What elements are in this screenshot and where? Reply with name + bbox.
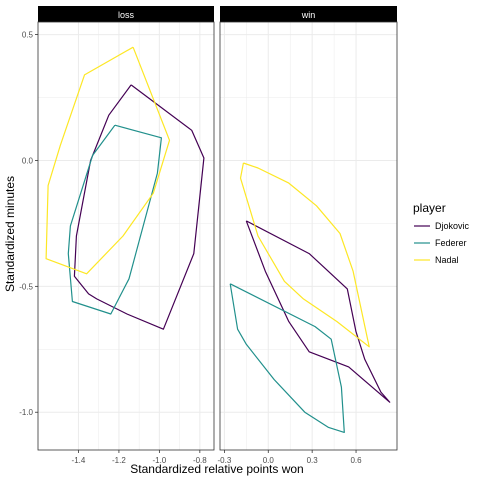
x-tick-label: 0.3: [307, 456, 319, 465]
series-path-federer-win: [229, 283, 345, 433]
facet-strip: [38, 6, 214, 22]
y-axis: 0.5 0.0 -0.5 -1.0: [19, 31, 38, 417]
legend-item-djokovic: Djokovic: [414, 221, 470, 231]
y-tick-label: 0.0: [22, 156, 34, 165]
legend-item-nadal: Nadal: [414, 255, 459, 265]
panel-border: [37, 21, 215, 451]
x-tick-label: -1.2: [112, 456, 126, 465]
y-tick-label: -0.5: [19, 282, 33, 291]
facet-panels: loss -1.4 -1.2 -1.0 -0.8 win -0.3 0.0 0.3 0.6: [37, 6, 398, 465]
x-tick-label: -0.3: [217, 456, 231, 465]
legend-item-federer: Federer: [414, 238, 467, 248]
series-path-djokovic-win: [245, 220, 391, 403]
x-tick-label: -0.8: [193, 456, 207, 465]
panel-border: [219, 21, 398, 451]
series-path-federer-loss: [67, 124, 162, 315]
series-path-nadal-loss: [45, 46, 171, 275]
x-tick-label: -1.4: [72, 456, 86, 465]
legend-title: player: [413, 201, 446, 215]
series-path-nadal-win: [239, 162, 370, 348]
facet-strip: [220, 6, 397, 22]
x-tick-label: -1.0: [152, 456, 166, 465]
panel-background: [38, 22, 214, 450]
legend-label: Nadal: [435, 255, 459, 265]
legend-label: Djokovic: [435, 221, 470, 231]
y-tick-label: 0.5: [22, 31, 34, 40]
panel-background: [220, 22, 397, 450]
legend: player Djokovic Federer Nadal: [413, 201, 470, 265]
x-tick-label: 0.6: [350, 456, 362, 465]
facet-panel-loss: loss -1.4 -1.2 -1.0 -0.8: [37, 6, 215, 465]
facet-panel-win: win -0.3 0.0 0.3 0.6: [217, 6, 398, 465]
y-tick-label: -1.0: [19, 408, 33, 417]
facet-strip-label: loss: [118, 10, 135, 20]
x-axis-label: Standardized relative points won: [130, 462, 303, 476]
y-axis-label: Standardized minutes: [3, 176, 17, 292]
x-tick-label: 0.0: [263, 456, 275, 465]
legend-label: Federer: [435, 238, 467, 248]
facet-strip-label: win: [301, 10, 316, 20]
